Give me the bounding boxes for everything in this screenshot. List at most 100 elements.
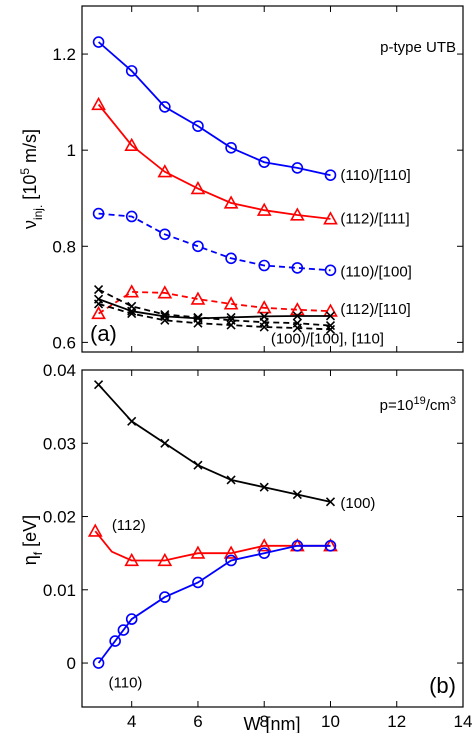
panel-a-point bbox=[124, 137, 140, 151]
panel-a-point bbox=[190, 180, 206, 195]
panel-a-ytick-label: 1 bbox=[67, 141, 76, 160]
panel-b-xtick-label: 8 bbox=[259, 712, 268, 731]
panel-a-series-5 bbox=[93, 284, 336, 331]
panel-a-point bbox=[127, 301, 137, 311]
panel-b-point bbox=[160, 438, 170, 448]
panel-b-frame bbox=[81, 369, 464, 708]
panel-a-y-axis-label: νinj. [105 m/s] bbox=[18, 129, 45, 229]
panel-b-point bbox=[190, 545, 206, 559]
panel-b-point bbox=[192, 576, 204, 589]
panel-a-series-0 bbox=[92, 36, 337, 181]
panel-a-ytick-label: 0.6 bbox=[52, 333, 76, 352]
panel-a-series-label: (110)/[100] bbox=[340, 263, 411, 280]
panel-a-series-label: (100)/[100], [110] bbox=[271, 331, 384, 348]
panel-a-series-1 bbox=[91, 96, 338, 225]
panel-a-ylabel-main: ν bbox=[20, 220, 40, 229]
panel-b-series-label: (112) bbox=[112, 517, 146, 534]
panel-b-point bbox=[292, 489, 302, 500]
panel-b: 0 0.01 0.02 0.03 0.04 4 6 8 10 12 14 (100) (112) (11… bbox=[20, 361, 472, 733]
panel-a-point bbox=[325, 311, 336, 321]
panel-b-ylabel-main: η bbox=[20, 555, 40, 565]
panel-b-xtick-label: 4 bbox=[127, 712, 136, 731]
panel-b-point bbox=[223, 545, 239, 559]
panel-b-label: (b) bbox=[429, 673, 456, 698]
panel-a-point bbox=[157, 285, 173, 299]
panel-b-series-label: (110) bbox=[109, 674, 143, 691]
panel-a-series-2 bbox=[92, 207, 337, 277]
panel-a-point bbox=[124, 284, 140, 298]
panel-b-x-axis-label: W [nm] bbox=[244, 714, 301, 733]
panel-a-point bbox=[256, 300, 272, 314]
panel-a-point bbox=[259, 322, 269, 332]
panel-b-annot-sup: 19 bbox=[413, 395, 425, 407]
panel-b-series-labels: (100) (112) (110) bbox=[109, 495, 376, 691]
panel-a-series bbox=[91, 36, 338, 334]
panel-b-annotation: p=1019/cm3 bbox=[380, 395, 456, 414]
panel-b-point bbox=[193, 460, 203, 470]
panel-a-point bbox=[325, 321, 336, 331]
panel-a-point bbox=[93, 299, 104, 309]
panel-b-xtick-label: 14 bbox=[454, 712, 473, 731]
panel-a-ylabel-sub: inj. bbox=[31, 205, 45, 220]
panel-a-label: (a) bbox=[90, 321, 117, 346]
panel-b-point bbox=[256, 538, 272, 552]
panel-a-point bbox=[159, 228, 171, 241]
panel-b-ytick-label: 0.01 bbox=[43, 581, 76, 600]
panel-a-series-line bbox=[98, 212, 331, 272]
panel-a-ytick-label: 0.8 bbox=[52, 237, 76, 256]
panel-a-point bbox=[223, 296, 239, 310]
panel-b-point bbox=[127, 416, 137, 426]
panel-b-series-2 bbox=[92, 540, 337, 669]
panel-b-y-axis-label: ηf [eV] bbox=[20, 515, 45, 565]
panel-a-point bbox=[160, 315, 170, 325]
panel-b-series-label: (100) bbox=[340, 495, 375, 512]
panel-b-series-0 bbox=[93, 380, 336, 507]
panel-b-ylabel-sub: f bbox=[31, 551, 45, 555]
panel-a-ytick-label: 1.2 bbox=[52, 45, 76, 64]
panel-a-point bbox=[325, 324, 336, 334]
panel-a-series-label: (112)/[111] bbox=[340, 210, 409, 227]
panel-a-point bbox=[125, 210, 138, 223]
panel-b-series-line bbox=[97, 544, 331, 664]
panel-a-point bbox=[291, 262, 304, 274]
panel-a-point bbox=[225, 141, 237, 154]
panel-a-series-6 bbox=[93, 299, 336, 334]
panel-b-point bbox=[225, 554, 237, 567]
panel-a-series-line bbox=[98, 298, 331, 320]
panel-b-point bbox=[325, 497, 336, 507]
panel-a-point bbox=[292, 311, 302, 321]
panel-b-series bbox=[87, 380, 338, 669]
panel-a-point bbox=[159, 101, 171, 113]
panel-a-point bbox=[323, 211, 338, 225]
panel-b-series-line bbox=[97, 384, 331, 503]
panel-b-point bbox=[324, 540, 337, 552]
panel-a-point bbox=[190, 291, 206, 305]
panel-a-point bbox=[92, 36, 105, 48]
panel-b-point bbox=[92, 657, 105, 669]
panel-b-point bbox=[124, 552, 140, 567]
panel-a-point bbox=[223, 195, 239, 209]
panel-a-series-line bbox=[98, 303, 331, 331]
panel-a-ylabel-sup: 5 bbox=[18, 168, 32, 175]
panel-a-point bbox=[292, 323, 302, 333]
panel-a-point bbox=[193, 318, 203, 328]
panel-b-point bbox=[125, 613, 138, 625]
panel-a-series-label: (110)/[110] bbox=[340, 167, 410, 184]
panel-a-series-labels: (110)/[110] (112)/[111] (110)/[100] (112)/[… bbox=[271, 167, 412, 347]
panel-b-point bbox=[157, 552, 173, 567]
panel-a-point bbox=[93, 284, 104, 295]
panel-b-annot-pre: p=10 bbox=[380, 397, 414, 414]
panel-a-annotation: p-type UTB bbox=[380, 39, 456, 56]
panel-a-point bbox=[256, 202, 272, 216]
panel-a-point bbox=[91, 305, 106, 320]
panel-b-xtick-label: 6 bbox=[193, 712, 202, 731]
panel-a-series-line bbox=[98, 41, 331, 177]
panel-a-point bbox=[289, 302, 305, 316]
panel-a-point bbox=[92, 207, 105, 220]
panel-a-ticks: 0.6 0.8 1 1.2 bbox=[52, 6, 464, 352]
panel-a-point bbox=[192, 120, 204, 132]
panel-b-point bbox=[226, 475, 236, 485]
panel-a-point bbox=[192, 240, 204, 253]
panel-a-point bbox=[324, 169, 337, 181]
